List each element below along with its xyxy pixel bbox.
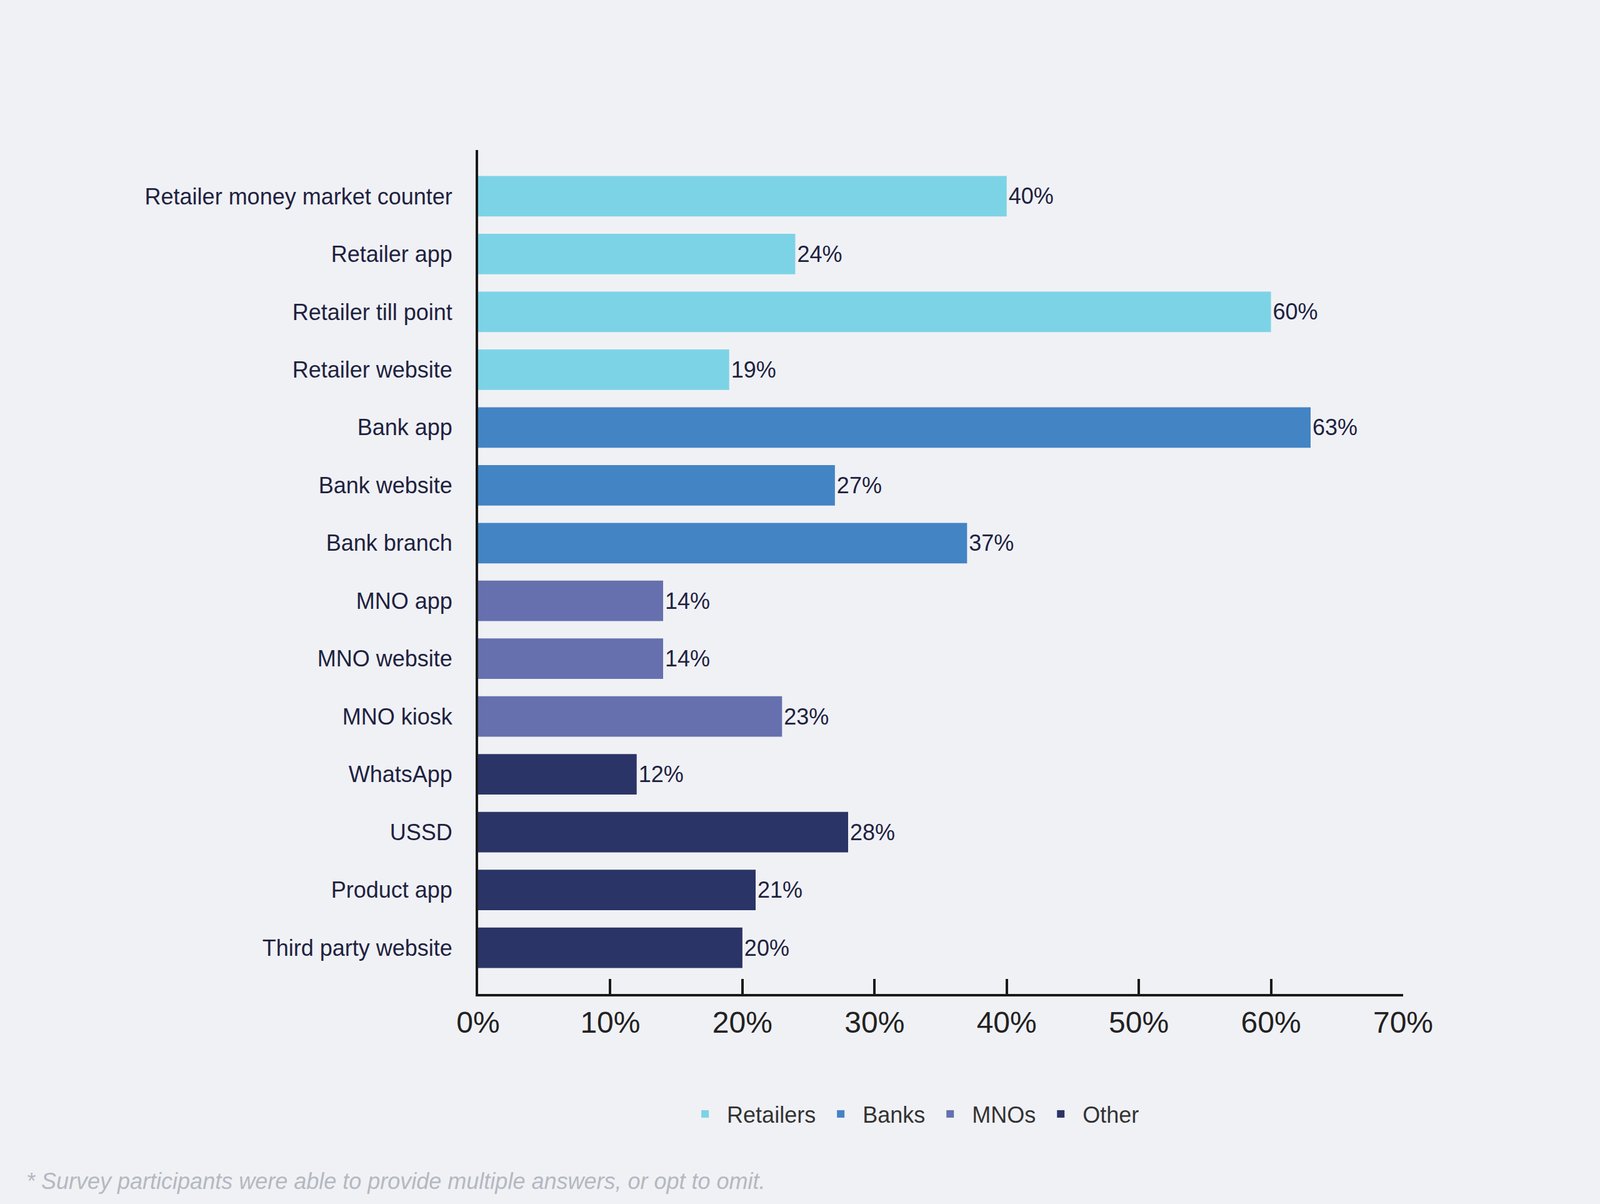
svg-text:Other: Other — [1082, 1101, 1139, 1128]
svg-text:Retailer till point: Retailer till point — [292, 299, 453, 325]
svg-text:37%: 37% — [968, 530, 1014, 556]
svg-text:Bank branch: Bank branch — [326, 530, 453, 556]
svg-text:20%: 20% — [744, 935, 790, 961]
svg-text:40%: 40% — [1008, 183, 1054, 209]
svg-text:Retailer app: Retailer app — [331, 241, 453, 267]
svg-text:Product app: Product app — [331, 876, 453, 903]
svg-text:MNO website: MNO website — [317, 645, 453, 672]
svg-text:USSD: USSD — [390, 819, 453, 845]
svg-text:14%: 14% — [665, 645, 710, 672]
svg-text:Retailer website: Retailer website — [292, 356, 453, 383]
svg-text:19%: 19% — [731, 356, 777, 383]
svg-text:20%: 20% — [712, 1005, 773, 1039]
svg-text:24%: 24% — [796, 241, 842, 267]
svg-text:Retailers: Retailers — [726, 1101, 816, 1128]
svg-text:21%: 21% — [757, 876, 803, 903]
svg-text:60%: 60% — [1241, 1005, 1302, 1039]
svg-text:63%: 63% — [1312, 414, 1358, 440]
svg-text:70%: 70% — [1373, 1005, 1434, 1039]
svg-text:30%: 30% — [844, 1005, 905, 1039]
svg-text:10%: 10% — [580, 1005, 640, 1039]
svg-text:* Survey participants were abl: * Survey participants were able to provi… — [26, 1168, 766, 1194]
svg-text:Retailer money market counter: Retailer money market counter — [145, 183, 453, 210]
svg-text:14%: 14% — [665, 588, 710, 614]
svg-text:50%: 50% — [1108, 1005, 1169, 1039]
svg-text:28%: 28% — [850, 819, 895, 845]
svg-text:Third party website: Third party website — [262, 935, 453, 961]
svg-text:23%: 23% — [783, 703, 829, 730]
svg-text:0%: 0% — [456, 1005, 500, 1039]
svg-text:MNO app: MNO app — [356, 588, 453, 614]
svg-text:MNOs: MNOs — [971, 1101, 1036, 1128]
svg-text:27%: 27% — [836, 472, 882, 499]
svg-text:Banks: Banks — [862, 1101, 925, 1128]
svg-text:WhatsApp: WhatsApp — [348, 761, 453, 787]
svg-text:60%: 60% — [1273, 298, 1319, 325]
svg-text:Bank app: Bank app — [357, 414, 453, 440]
svg-text:MNO kiosk: MNO kiosk — [342, 703, 454, 730]
svg-text:Bank website: Bank website — [318, 472, 453, 499]
svg-text:40%: 40% — [976, 1005, 1037, 1039]
svg-text:12%: 12% — [638, 761, 684, 787]
